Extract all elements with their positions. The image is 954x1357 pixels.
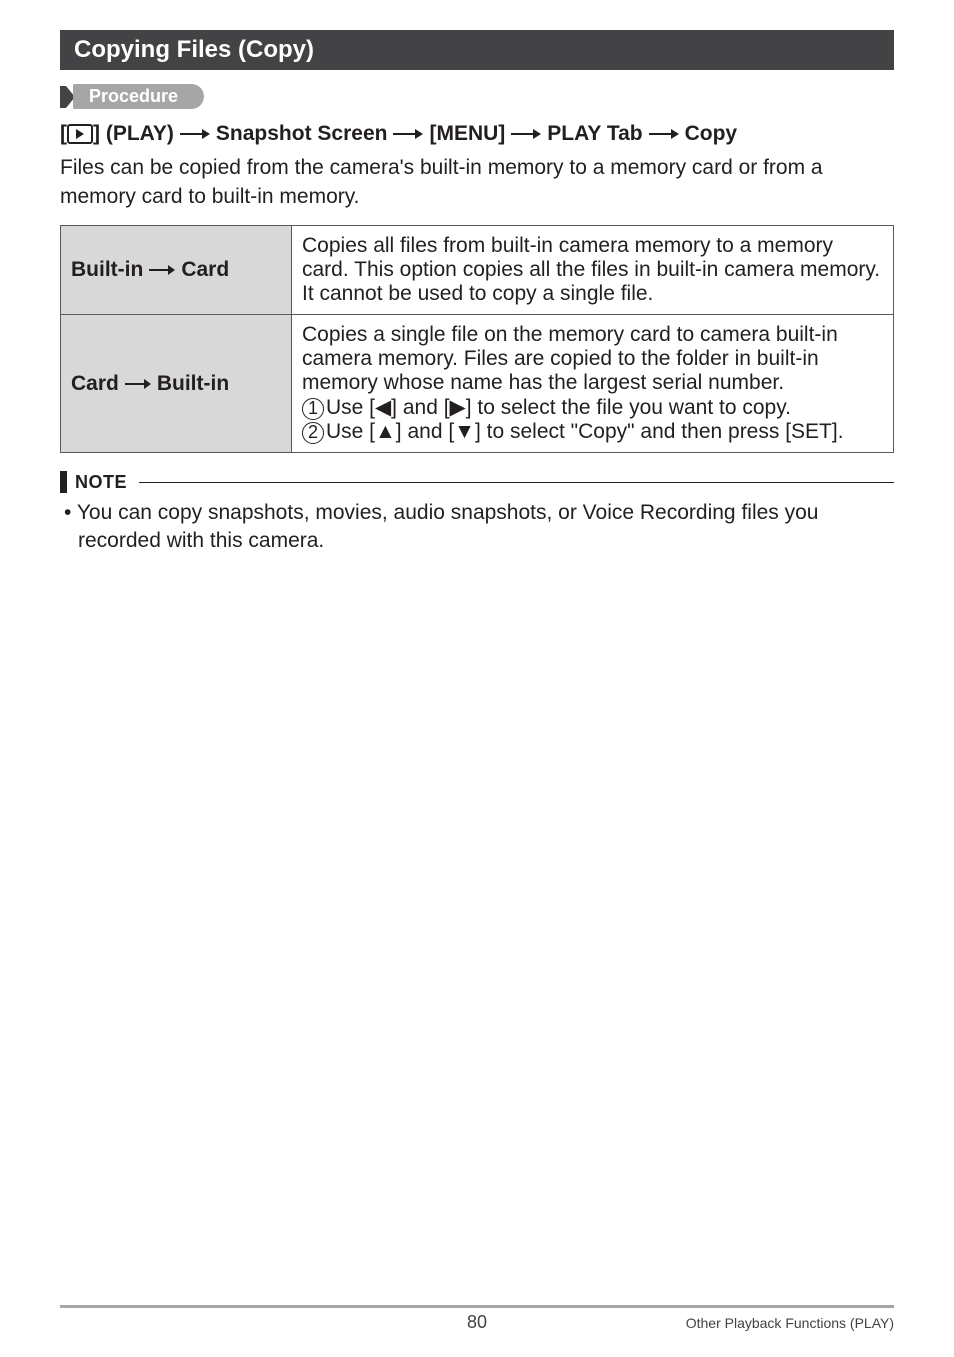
note-bar-icon (60, 471, 67, 493)
breadcrumb-step-snapshot: Snapshot Screen (216, 119, 388, 148)
row-step-2: 2Use [▲] and [▼] to select "Copy" and th… (302, 420, 883, 444)
breadcrumb-step-play: [ ] (PLAY) (60, 119, 174, 148)
page-number: 80 (338, 1312, 616, 1333)
procedure-label: Procedure (73, 84, 204, 109)
arrow-right-icon (149, 264, 175, 276)
note-text: You can copy snapshots, movies, audio sn… (60, 499, 894, 556)
breadcrumb: [ ] (PLAY) Snapshot Screen [MENU] PLAY Ta… (60, 119, 894, 148)
breadcrumb-step-menu: [MENU] (429, 119, 505, 148)
table-row: Card Built-in Copies a single file on th… (61, 315, 894, 453)
arrow-right-icon (511, 127, 541, 141)
note-rule (139, 482, 894, 483)
row-step-2-text: Use [▲] and [▼] to select "Copy" and the… (326, 420, 844, 443)
row-step-1: 1Use [◀] and [▶] to select the file you … (302, 395, 883, 420)
row-desc-intro: Copies a single file on the memory card … (302, 323, 883, 395)
row-label-left: Built-in (71, 258, 143, 282)
play-icon (67, 124, 93, 144)
intro-text: Files can be copied from the camera's bu… (60, 154, 894, 211)
breadcrumb-step-copy: Copy (685, 119, 738, 148)
row-desc-card-to-builtin: Copies a single file on the memory card … (292, 315, 894, 453)
row-label-right: Built-in (157, 372, 229, 396)
procedure-row: Procedure (60, 84, 894, 109)
row-header-card-to-builtin: Card Built-in (61, 315, 292, 453)
table-row: Built-in Card Copies all files from buil… (61, 226, 894, 315)
breadcrumb-step-playtab: PLAY Tab (547, 119, 642, 148)
arrow-right-icon (649, 127, 679, 141)
page-footer: 80 Other Playback Functions (PLAY) (60, 1305, 894, 1333)
step-number-icon: 2 (302, 422, 324, 444)
row-step-1-text: Use [◀] and [▶] to select the file you w… (326, 396, 791, 419)
breadcrumb-bracket: [ (60, 122, 67, 145)
footer-rule (60, 1305, 894, 1308)
note-label: NOTE (75, 472, 127, 493)
section-header: Copying Files (Copy) (60, 30, 894, 70)
row-desc-builtin-to-card: Copies all files from built-in camera me… (292, 226, 894, 315)
arrow-right-icon (125, 378, 151, 390)
step-number-icon: 1 (302, 398, 324, 420)
footer-title: Other Playback Functions (PLAY) (616, 1315, 894, 1331)
arrow-right-icon (180, 127, 210, 141)
row-label-right: Card (181, 258, 229, 282)
row-label-left: Card (71, 372, 119, 396)
row-header-builtin-to-card: Built-in Card (61, 226, 292, 315)
note-heading: NOTE (60, 471, 894, 493)
copy-options-table: Built-in Card Copies all files from buil… (60, 225, 894, 453)
arrow-right-icon (393, 127, 423, 141)
breadcrumb-play-suffix: ] (PLAY) (93, 122, 174, 145)
